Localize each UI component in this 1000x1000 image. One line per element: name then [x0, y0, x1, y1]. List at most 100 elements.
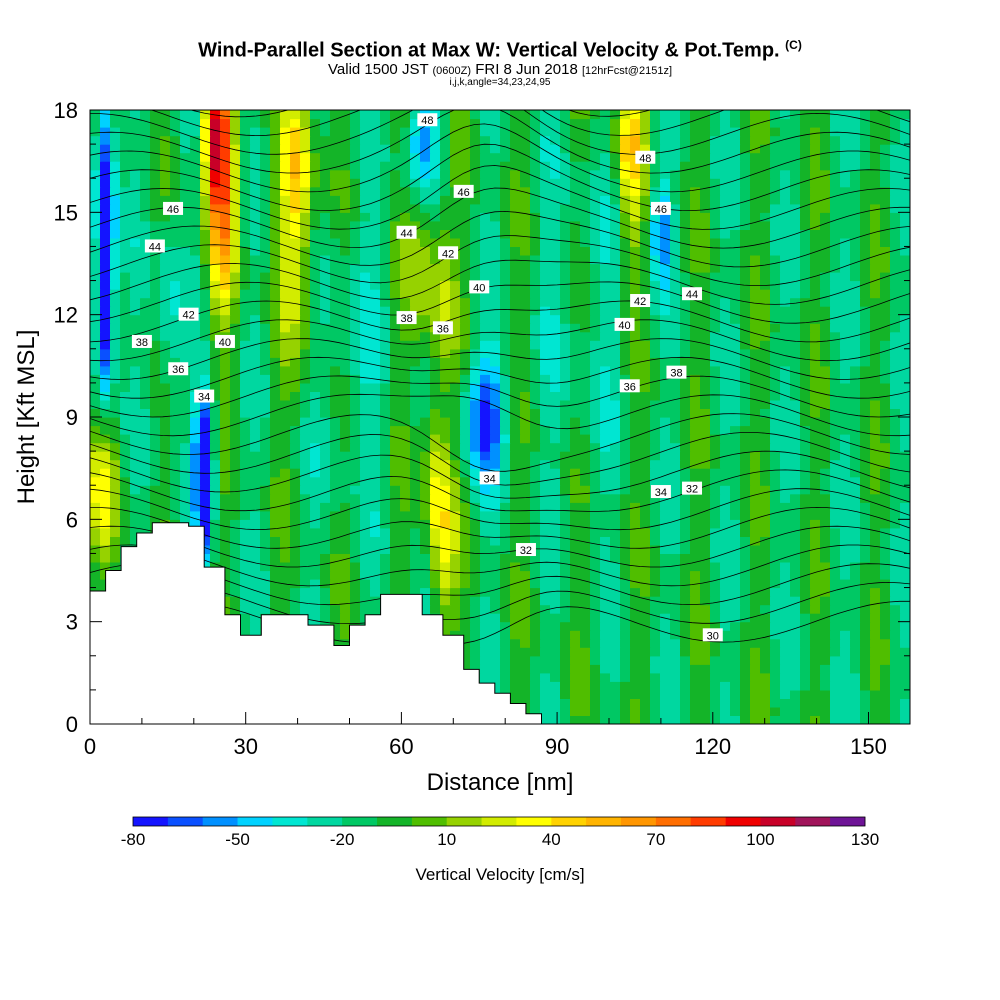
velocity-cell — [710, 357, 721, 367]
velocity-cell — [610, 630, 621, 640]
velocity-cell — [650, 536, 661, 546]
velocity-cell — [740, 493, 751, 503]
velocity-cell — [830, 493, 841, 503]
velocity-cell — [870, 664, 881, 674]
velocity-cell — [420, 408, 431, 418]
velocity-cell — [750, 476, 761, 486]
velocity-cell — [490, 246, 501, 256]
velocity-cell — [600, 476, 611, 486]
velocity-cell — [530, 562, 541, 572]
velocity-cell — [240, 229, 251, 239]
velocity-cell — [440, 212, 451, 222]
velocity-cell — [430, 553, 441, 563]
velocity-cell — [460, 553, 471, 563]
velocity-cell — [790, 604, 801, 614]
velocity-cell — [290, 468, 301, 478]
velocity-cell — [760, 630, 771, 640]
velocity-cell — [760, 562, 771, 572]
velocity-cell — [240, 382, 251, 392]
velocity-cell — [470, 510, 481, 520]
velocity-cell — [770, 510, 781, 520]
velocity-cell — [780, 408, 791, 418]
velocity-cell — [810, 331, 821, 341]
velocity-cell — [420, 553, 431, 563]
velocity-cell — [890, 246, 901, 256]
velocity-cell — [840, 715, 851, 724]
velocity-cell — [520, 442, 531, 452]
velocity-cell — [520, 203, 531, 213]
velocity-cell — [450, 357, 461, 367]
velocity-cell — [480, 664, 491, 674]
velocity-cell — [450, 544, 461, 554]
velocity-cell — [900, 510, 910, 520]
velocity-cell — [780, 289, 791, 299]
velocity-cell — [870, 485, 881, 495]
velocity-cell — [200, 485, 211, 495]
velocity-cell — [100, 229, 111, 239]
velocity-cell — [650, 638, 661, 648]
velocity-cell — [430, 382, 441, 392]
velocity-cell — [380, 451, 391, 461]
velocity-cell — [240, 596, 251, 606]
velocity-cell — [720, 391, 731, 401]
velocity-cell — [460, 630, 471, 640]
velocity-cell — [510, 536, 521, 546]
velocity-cell — [340, 382, 351, 392]
velocity-cell — [340, 579, 351, 589]
velocity-cell — [110, 408, 121, 418]
velocity-cell — [790, 527, 801, 537]
velocity-cell — [160, 280, 171, 290]
velocity-cell — [330, 476, 341, 486]
velocity-cell — [530, 203, 541, 213]
velocity-cell — [180, 220, 191, 230]
velocity-cell — [310, 203, 321, 213]
velocity-cell — [540, 323, 551, 333]
velocity-cell — [840, 306, 851, 316]
velocity-cell — [590, 212, 601, 222]
velocity-cell — [720, 382, 731, 392]
velocity-cell — [560, 297, 571, 307]
velocity-cell — [520, 297, 531, 307]
velocity-cell — [870, 442, 881, 452]
velocity-cell — [650, 272, 661, 282]
velocity-cell — [350, 212, 361, 222]
velocity-cell — [710, 519, 721, 529]
velocity-cell — [520, 399, 531, 409]
velocity-cell — [700, 408, 711, 418]
velocity-cell — [150, 263, 161, 273]
velocity-cell — [290, 519, 301, 529]
velocity-cell — [550, 596, 561, 606]
velocity-cell — [860, 323, 871, 333]
velocity-cell — [710, 621, 721, 631]
velocity-cell — [760, 306, 771, 316]
velocity-cell — [110, 331, 121, 341]
velocity-cell — [630, 468, 641, 478]
velocity-cell — [290, 570, 301, 580]
velocity-cell — [150, 374, 161, 384]
velocity-cell — [900, 459, 910, 469]
velocity-cell — [810, 689, 821, 699]
velocity-cell — [240, 587, 251, 597]
velocity-cell — [330, 220, 341, 230]
velocity-cell — [290, 579, 301, 589]
velocity-cell — [330, 468, 341, 478]
velocity-cell — [900, 621, 910, 631]
velocity-cell — [560, 229, 571, 239]
velocity-cell — [420, 536, 431, 546]
velocity-cell — [540, 630, 551, 640]
velocity-cell — [630, 357, 641, 367]
velocity-cell — [400, 502, 411, 512]
velocity-cell — [470, 323, 481, 333]
velocity-cell — [180, 485, 191, 495]
velocity-cell — [290, 246, 301, 256]
velocity-cell — [840, 246, 851, 256]
velocity-cell — [820, 638, 831, 648]
velocity-cell — [320, 348, 331, 358]
velocity-cell — [190, 229, 201, 239]
velocity-cell — [860, 562, 871, 572]
velocity-cell — [390, 237, 401, 247]
velocity-cell — [450, 212, 461, 222]
velocity-cell — [590, 323, 601, 333]
velocity-cell — [770, 451, 781, 461]
velocity-cell — [800, 698, 811, 708]
